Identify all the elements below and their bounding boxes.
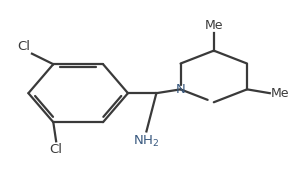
Text: Me: Me <box>271 87 290 100</box>
Text: N: N <box>176 83 186 96</box>
Text: Me: Me <box>205 19 223 32</box>
Text: Cl: Cl <box>18 40 31 53</box>
Text: Cl: Cl <box>50 143 63 156</box>
Text: NH$_2$: NH$_2$ <box>133 134 160 149</box>
